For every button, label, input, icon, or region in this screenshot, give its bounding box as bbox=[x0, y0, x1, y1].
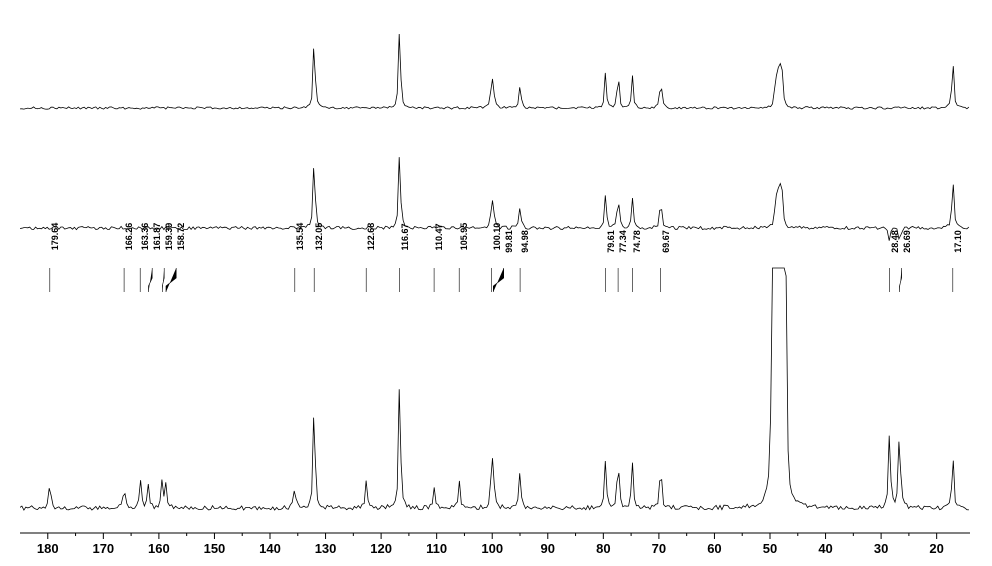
peak-label-179p64: 179.64 bbox=[50, 223, 60, 251]
peak-label-17p10: 17.10 bbox=[953, 230, 963, 253]
nmr-plot bbox=[20, 10, 970, 550]
x-tick-label-160: 160 bbox=[148, 541, 170, 556]
x-tick-label-150: 150 bbox=[204, 541, 226, 556]
peak-label-159p39: 159.39 bbox=[164, 223, 174, 251]
peak-label-69p67: 69.67 bbox=[661, 230, 671, 253]
peak-label-132p05: 132.05 bbox=[314, 223, 324, 251]
peak-label-122p68: 122.68 bbox=[366, 223, 376, 251]
x-tick-label-130: 130 bbox=[315, 541, 337, 556]
peak-label-26p69: 26.69 bbox=[902, 230, 912, 253]
x-tick-label-40: 40 bbox=[818, 541, 832, 556]
peak-label-105p95: 105.95 bbox=[459, 223, 469, 251]
peak-label-166p26: 166.26 bbox=[124, 223, 134, 251]
x-tick-label-80: 80 bbox=[596, 541, 610, 556]
x-tick-label-120: 120 bbox=[370, 541, 392, 556]
peak-label-110p47: 110.47 bbox=[434, 223, 444, 250]
peak-label-99p81: 99.81 bbox=[504, 230, 514, 253]
x-tick-label-70: 70 bbox=[652, 541, 666, 556]
x-tick-label-30: 30 bbox=[874, 541, 888, 556]
peak-label-116p67: 116.67 bbox=[400, 223, 410, 250]
peak-label-77p34: 77.34 bbox=[618, 230, 628, 253]
x-tick-label-140: 140 bbox=[259, 541, 281, 556]
peak-leader-26.69 bbox=[900, 268, 902, 292]
peak-label-161p87: 161.87 bbox=[152, 223, 162, 251]
peak-leader-161.87 bbox=[149, 268, 153, 292]
x-tick-label-180: 180 bbox=[37, 541, 59, 556]
peak-label-79p61: 79.61 bbox=[606, 230, 616, 253]
x-tick-label-90: 90 bbox=[541, 541, 555, 556]
peak-leader-99.81 bbox=[493, 268, 503, 292]
nmr-svg bbox=[20, 10, 970, 550]
peak-label-163p36: 163.36 bbox=[140, 223, 150, 251]
peak-label-135p54: 135.54 bbox=[295, 223, 305, 251]
x-tick-label-50: 50 bbox=[763, 541, 777, 556]
peak-label-100p10: 100.10 bbox=[492, 223, 502, 251]
dept-top bbox=[20, 34, 969, 109]
peak-label-94p98: 94.98 bbox=[520, 230, 530, 253]
x-tick-label-60: 60 bbox=[707, 541, 721, 556]
peak-leader-158.72 bbox=[166, 268, 176, 292]
full-bottom bbox=[20, 268, 969, 510]
peak-leader-159.39 bbox=[162, 268, 164, 292]
x-tick-label-170: 170 bbox=[92, 541, 114, 556]
peak-label-28p48: 28.48 bbox=[890, 230, 900, 253]
x-tick-label-110: 110 bbox=[426, 541, 447, 556]
peak-label-158p72: 158.72 bbox=[176, 223, 186, 251]
x-tick-label-100: 100 bbox=[481, 541, 503, 556]
x-tick-label-20: 20 bbox=[929, 541, 943, 556]
peak-label-74p78: 74.78 bbox=[632, 230, 642, 253]
